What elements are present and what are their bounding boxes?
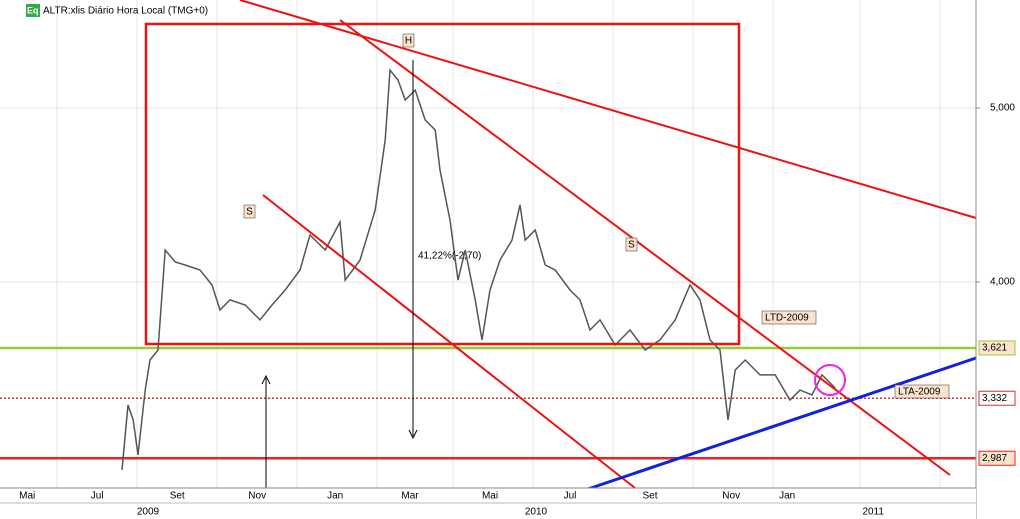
x-tick-label: Mar [401,491,419,502]
x-tick-label: Mai [19,491,35,502]
x-tick-label: Mai [482,491,498,502]
x-tick-label: Jul [564,491,577,502]
year-label: 2011 [862,507,884,518]
fib-label: 41,22%(-2,70) [418,251,481,262]
level-label: 3,332 [982,393,1007,404]
pattern-label: H [405,36,412,47]
trendline-label: LTD-2009 [765,313,809,324]
price [121,68,836,470]
trendline-ltd [339,19,951,476]
x-tick-label: Nov [722,491,740,502]
level-box [978,340,1016,356]
x-tick-label: Set [642,491,657,502]
chart-title: ALTR:xlis Diário Hora Local (TMG+0) [43,6,208,17]
label-box [402,33,415,48]
level-box [978,390,1016,406]
pattern-box [144,22,741,346]
level-box [978,450,1016,466]
y-tick-label: 5,000 [990,103,1015,114]
icon-text: Eq [27,5,39,15]
y-tick-label: 4,000 [990,277,1015,288]
level-label: 2,987 [982,453,1007,464]
label-box [894,384,950,399]
label-box [243,204,256,219]
pattern-label: S [628,240,635,251]
x-tick-label: Jan [779,491,795,502]
x-tick-label: Nov [248,491,266,502]
icon [26,4,40,17]
drawings: H S S LTD-2009 LTA-2009 41,22%(-2,70) [144,0,977,492]
year-label: 2010 [525,507,548,518]
year-label: 2009 [137,507,160,518]
pattern-label: S [246,207,253,218]
arrow-head [261,374,271,385]
label-box [761,310,817,325]
x-axis: Mai Jul Set Nov Jan Mar Mai Jul Set Nov Jan 2009 201… [19,491,884,518]
x-tick-label: Jan [327,491,343,502]
arrow-head [408,429,418,440]
x-tick-label: Set [170,491,185,502]
x-tick-label: Jul [91,491,104,502]
trendline-lta [584,356,977,492]
highlight-circle [814,364,846,396]
price-line [121,68,836,470]
trendline [262,194,636,489]
label-box [625,237,638,252]
levels: 3,621 3,332 2,987 [0,340,1016,466]
trendline-label: LTA-2009 [898,387,941,398]
level-label: 3,621 [982,343,1007,354]
